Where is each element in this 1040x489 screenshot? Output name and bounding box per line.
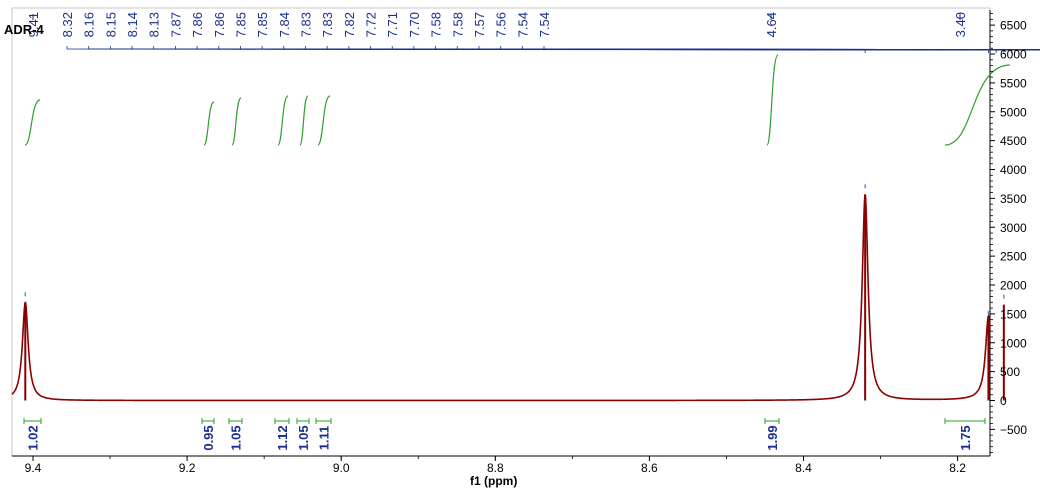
y-tick-label: 1500 [1000, 307, 1027, 321]
y-tick-label: 6500 [1000, 19, 1027, 33]
x-tick-label: 9.4 [25, 461, 42, 475]
integral-value: 0.95 [201, 425, 216, 450]
integral-value: 1.05 [229, 425, 244, 450]
x-tick-label: 9.2 [179, 461, 196, 475]
y-tick-label: 5500 [1000, 76, 1027, 90]
x-axis-label: f1 (ppm) [470, 474, 518, 488]
x-tick-label: 8.4 [795, 461, 812, 475]
x-tick-label: 8.8 [487, 461, 504, 475]
y-tick-label: 5000 [1000, 105, 1027, 119]
peak-label: 4.64 [764, 12, 779, 37]
y-tick-label: 4500 [1000, 134, 1027, 148]
spectrum-series [11, 194, 1005, 402]
peak-label: 7.70 [407, 12, 422, 37]
peak-label: 7.86 [212, 12, 227, 37]
peak-label: 7.86 [190, 12, 205, 37]
peak-label: 7.54 [537, 12, 552, 37]
y-tick-label: 6000 [1000, 48, 1027, 62]
integral-value: 1.02 [26, 425, 41, 450]
peak-label: 7.84 [277, 12, 292, 37]
integral-curve [231, 97, 242, 146]
peak-label: 8.15 [103, 12, 118, 37]
peak-label: 3.40 [953, 12, 968, 37]
integral-curve [944, 64, 1011, 146]
y-tick-label: 1000 [1000, 336, 1027, 350]
peak-label: 7.72 [364, 12, 379, 37]
integral-values: 1.02 0.95 1.05 1.12 1.05 1.11 1.99 1.75 [23, 418, 986, 451]
x-tick-label: 9.0 [333, 461, 350, 475]
integral-curve [24, 99, 41, 146]
peak-label: 7.82 [342, 12, 357, 37]
peak-label: 8.13 [147, 12, 162, 37]
integral-value: 1.99 [765, 425, 780, 450]
peak-label: 7.56 [494, 12, 509, 37]
y-tick-label: 500 [1000, 365, 1020, 379]
peak-label: 7.83 [320, 12, 335, 37]
y-tick-label: 3000 [1000, 221, 1027, 235]
y-tick-label: 2000 [1000, 279, 1027, 293]
integral-curves [24, 54, 1011, 146]
x-tick-label: 8.2 [949, 461, 966, 475]
x-axis-ticks: 9.69.49.29.08.88.68.48.28.07.87.67.47.27… [25, 456, 966, 475]
integral-value: 1.11 [317, 426, 332, 451]
spectrum-line [11, 194, 991, 402]
y-tick-label: −500 [1000, 423, 1027, 437]
peak-label: 7.54 [515, 12, 530, 37]
integral-curve [277, 95, 289, 146]
y-tick-label: 4000 [1000, 163, 1027, 177]
peak-label: 7.71 [385, 12, 400, 37]
peak-markers [24, 184, 1005, 315]
integral-curve [203, 101, 215, 146]
spectrum-title: ADR-4 [4, 22, 44, 37]
y-axis-ticks: 6500600055005000450040003500300025002000… [990, 13, 1027, 453]
y-tick-label: 0 [1000, 394, 1007, 408]
peak-label: 7.57 [472, 12, 487, 37]
peak-label: 7.85 [233, 12, 248, 37]
integral-value: 1.75 [958, 425, 973, 450]
peak-label: 7.85 [255, 12, 270, 37]
peak-label: 7.83 [299, 12, 314, 37]
peak-label: 8.16 [82, 12, 97, 37]
y-tick-label: 3500 [1000, 192, 1027, 206]
integral-value: 1.05 [296, 425, 311, 450]
integral-curve [299, 95, 309, 146]
plot-frame [11, 7, 991, 457]
peak-label: 7.58 [450, 12, 465, 37]
integral-value: 1.12 [275, 425, 290, 450]
peak-label: 8.32 [60, 12, 75, 37]
peak-labels: 9.41 8.32 8.16 8.15 8.14 8.13 7.87 7.86 7.86 7.85… [26, 12, 968, 37]
integral-curve [766, 54, 779, 146]
peak-label: 7.87 [168, 12, 183, 37]
x-tick-label: 8.6 [641, 461, 658, 475]
peak-label-connectors [32, 14, 1040, 53]
integral-curve [317, 95, 331, 146]
peak-label: 7.58 [429, 12, 444, 37]
peak-label-connector [543, 46, 1040, 50]
peak-label: 8.14 [125, 12, 140, 37]
peak-label: 9.41 [26, 12, 41, 37]
y-tick-label: 2500 [1000, 250, 1027, 264]
